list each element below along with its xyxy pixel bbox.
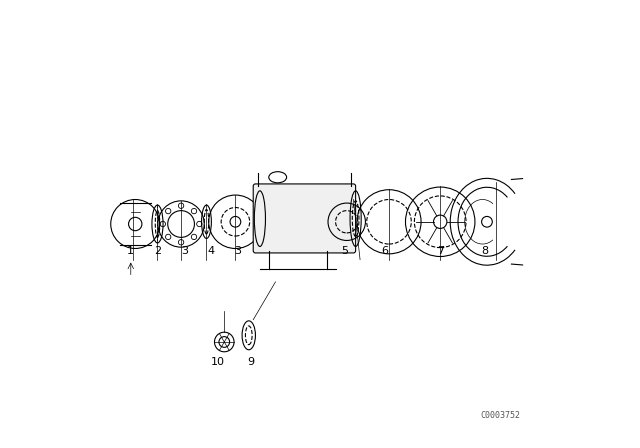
Text: 8: 8 (481, 246, 488, 256)
Text: 2: 2 (154, 246, 161, 256)
Text: 3: 3 (234, 246, 241, 256)
Text: C0003752: C0003752 (481, 411, 520, 420)
FancyBboxPatch shape (253, 184, 356, 253)
Text: 3: 3 (180, 246, 188, 256)
Text: 7: 7 (436, 246, 444, 256)
Text: 10: 10 (211, 357, 225, 367)
Text: 1: 1 (127, 246, 134, 256)
Text: 6: 6 (381, 246, 388, 256)
Text: 4: 4 (207, 246, 214, 256)
Text: 9: 9 (248, 357, 255, 367)
Text: 5: 5 (341, 246, 348, 256)
